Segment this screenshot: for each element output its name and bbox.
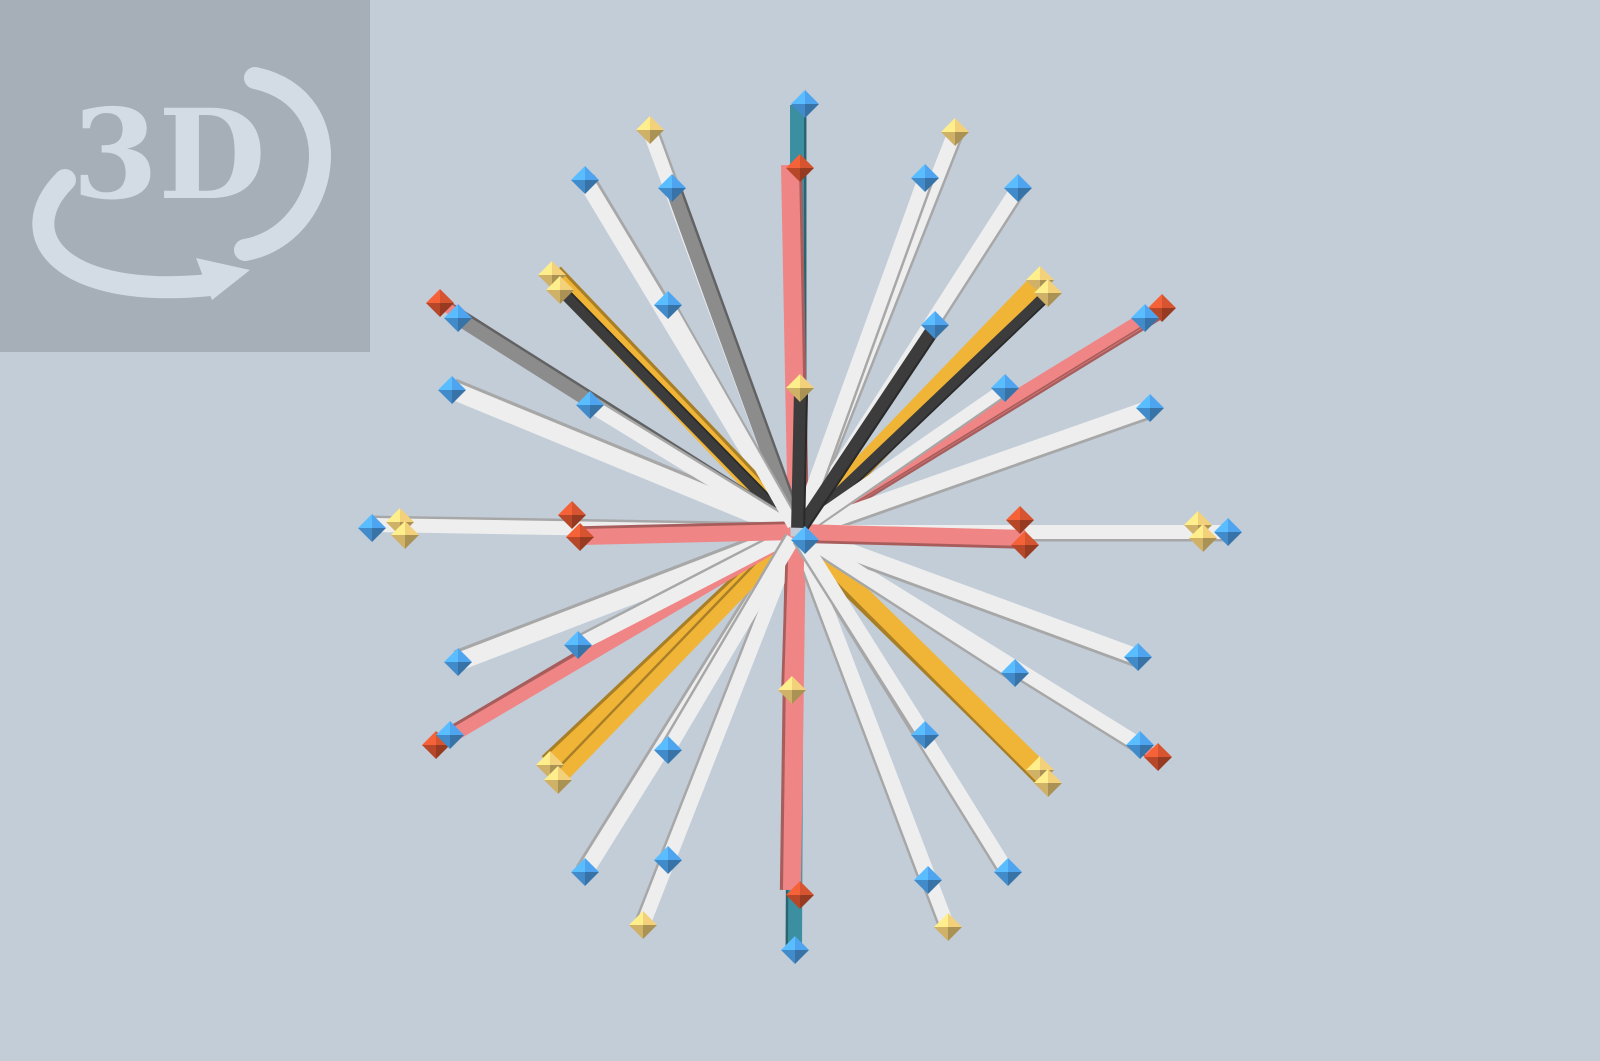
badge-label: 3D <box>72 83 266 228</box>
node-marker[interactable] <box>781 936 809 964</box>
rod[interactable] <box>573 526 794 652</box>
node-marker[interactable] <box>991 374 1019 402</box>
node-marker[interactable] <box>786 374 814 402</box>
node-marker[interactable] <box>654 291 682 319</box>
node-marker[interactable] <box>436 721 464 749</box>
node-marker[interactable] <box>1034 279 1062 307</box>
rod[interactable] <box>797 534 1053 790</box>
node-marker[interactable] <box>426 289 454 317</box>
node-marker[interactable] <box>1136 394 1164 422</box>
node-marker[interactable] <box>654 736 682 764</box>
node-marker[interactable] <box>1214 518 1242 546</box>
rod[interactable] <box>791 389 809 528</box>
node-marker[interactable] <box>1124 643 1152 671</box>
node-marker[interactable] <box>658 174 686 202</box>
node-group <box>358 90 1242 964</box>
node-marker[interactable] <box>921 311 949 339</box>
node-marker[interactable] <box>391 521 419 549</box>
rod[interactable] <box>659 533 800 754</box>
node-marker[interactable] <box>1144 743 1172 771</box>
node-marker[interactable] <box>576 391 604 419</box>
rod[interactable] <box>803 524 1026 549</box>
rod[interactable] <box>586 396 796 535</box>
rod[interactable] <box>792 534 931 741</box>
node-marker[interactable] <box>1004 174 1032 202</box>
rotate-3d-icon: 3D <box>32 67 331 300</box>
node-marker[interactable] <box>636 116 664 144</box>
node-marker[interactable] <box>558 501 586 529</box>
node-marker[interactable] <box>571 166 599 194</box>
node-marker[interactable] <box>1011 531 1039 559</box>
rod[interactable] <box>665 184 803 525</box>
node-marker[interactable] <box>571 858 599 886</box>
node-marker[interactable] <box>941 118 969 146</box>
node-marker[interactable] <box>786 154 814 182</box>
node-marker[interactable] <box>1001 659 1029 687</box>
node-marker[interactable] <box>358 514 386 542</box>
node-marker[interactable] <box>566 523 594 551</box>
node-marker[interactable] <box>1006 506 1034 534</box>
node-marker[interactable] <box>438 376 466 404</box>
node-marker[interactable] <box>911 164 939 192</box>
rod[interactable] <box>804 400 1154 539</box>
node-marker[interactable] <box>1189 524 1217 552</box>
node-marker[interactable] <box>1034 769 1062 797</box>
node-marker[interactable] <box>911 721 939 749</box>
node-marker[interactable] <box>654 846 682 874</box>
rod[interactable] <box>799 383 1010 535</box>
rod[interactable] <box>792 539 935 884</box>
rod[interactable] <box>803 528 1141 668</box>
node-marker[interactable] <box>546 276 574 304</box>
node-marker[interactable] <box>786 881 814 909</box>
rod[interactable] <box>579 521 791 545</box>
node-marker[interactable] <box>1131 304 1159 332</box>
node-marker[interactable] <box>791 90 819 118</box>
rod[interactable] <box>794 175 934 525</box>
rod[interactable] <box>798 530 1019 681</box>
node-marker[interactable] <box>544 766 572 794</box>
node-marker[interactable] <box>994 858 1022 886</box>
node-marker[interactable] <box>914 866 942 894</box>
node-marker[interactable] <box>564 631 592 659</box>
rod[interactable] <box>796 321 942 531</box>
node-marker[interactable] <box>1126 731 1154 759</box>
node-marker[interactable] <box>444 648 472 676</box>
rod[interactable] <box>551 532 795 785</box>
rod-group <box>371 105 1228 951</box>
node-marker[interactable] <box>629 911 657 939</box>
rod[interactable] <box>781 536 805 691</box>
node-marker[interactable] <box>934 913 962 941</box>
node-marker[interactable] <box>791 526 819 554</box>
rod[interactable] <box>662 300 801 529</box>
node-marker[interactable] <box>778 676 806 704</box>
rod[interactable] <box>556 285 795 529</box>
3d-view-badge[interactable]: 3D <box>0 0 370 352</box>
node-marker[interactable] <box>444 304 472 332</box>
